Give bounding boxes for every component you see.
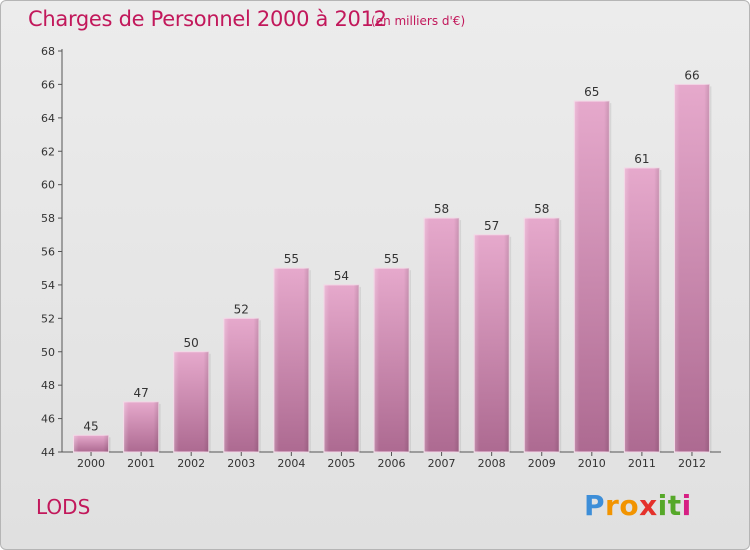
y-tick-label: 50 — [41, 346, 55, 359]
x-tick-label: 2004 — [277, 457, 305, 470]
y-tick-label: 60 — [41, 179, 55, 192]
x-tick-label: 2009 — [528, 457, 556, 470]
data-label: 52 — [234, 302, 249, 316]
y-tick-label: 54 — [41, 279, 55, 292]
commune-name: LODS — [36, 495, 91, 519]
y-tick-label: 68 — [41, 45, 55, 58]
y-tick-label: 64 — [41, 112, 55, 125]
x-tick-label: 2012 — [678, 457, 706, 470]
data-label: 55 — [284, 252, 299, 266]
y-tick-label: 66 — [41, 78, 55, 91]
x-tick-label: 2003 — [227, 457, 255, 470]
logo-letter: o — [619, 489, 640, 522]
bar-highlight — [323, 284, 359, 452]
x-tick-label: 2007 — [428, 457, 456, 470]
logo-letter: x — [639, 489, 658, 522]
bar-highlight — [374, 268, 409, 452]
data-label: 47 — [133, 386, 148, 400]
data-label: 66 — [684, 68, 699, 82]
y-tick-label: 48 — [41, 379, 55, 392]
logo-letter: r — [605, 489, 620, 522]
proxiti-logo[interactable]: Proxiti — [584, 489, 692, 522]
data-label: 57 — [484, 219, 499, 233]
data-label: 58 — [534, 202, 549, 216]
x-tick-label: 2010 — [578, 457, 606, 470]
logo-letter: i — [657, 489, 668, 522]
y-tick-label: 58 — [41, 212, 55, 225]
bar-highlight — [474, 234, 510, 452]
x-tick-label: 2008 — [478, 457, 506, 470]
data-label: 55 — [384, 252, 399, 266]
logo-letter: P — [584, 489, 606, 522]
x-tick-label: 2002 — [177, 457, 205, 470]
bar-highlight — [424, 218, 460, 452]
chart-subtitle: (en milliers d'€) — [371, 14, 466, 28]
y-tick-label: 52 — [41, 312, 55, 325]
bar-highlight — [674, 84, 710, 453]
y-tick-label: 46 — [41, 413, 55, 426]
data-label: 65 — [584, 85, 599, 99]
data-label: 61 — [634, 152, 649, 166]
x-tick-label: 2001 — [127, 457, 155, 470]
bar-highlight — [223, 318, 259, 452]
x-tick-label: 2006 — [378, 457, 406, 470]
y-tick-label: 56 — [41, 246, 55, 259]
bar-highlight — [123, 401, 159, 452]
data-label: 58 — [434, 202, 449, 216]
logo-letter: t — [667, 489, 682, 522]
x-tick-label: 2000 — [77, 457, 105, 470]
bar-highlight — [574, 101, 610, 452]
bar-highlight — [273, 268, 309, 452]
data-label: 54 — [334, 269, 349, 283]
bar-highlight — [624, 167, 660, 453]
bar-highlight — [73, 435, 109, 452]
chart-title: Charges de Personnel 2000 à 2012 — [28, 7, 387, 31]
bar-highlight — [524, 218, 560, 452]
x-tick-label: 2011 — [628, 457, 656, 470]
data-label: 45 — [83, 419, 98, 433]
x-tick-label: 2005 — [327, 457, 355, 470]
y-tick-label: 44 — [41, 446, 55, 459]
data-label: 50 — [184, 336, 199, 350]
bar-highlight — [173, 351, 209, 452]
logo-letter: i — [681, 489, 692, 522]
y-tick-label: 62 — [41, 145, 55, 158]
